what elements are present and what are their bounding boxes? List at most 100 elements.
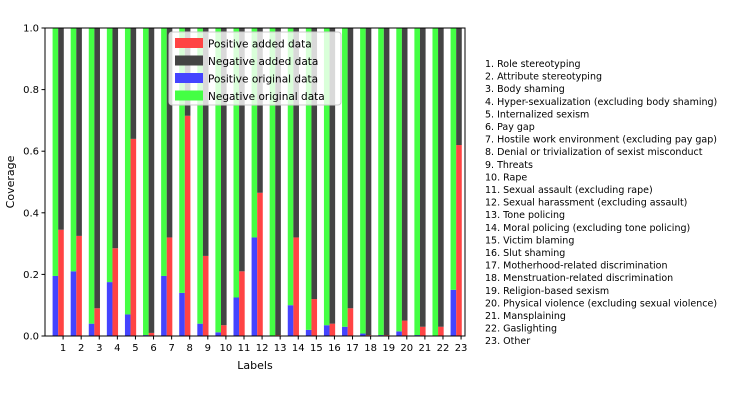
legend-entry: Negative added data — [208, 56, 318, 68]
x-tick-label: 17 — [346, 343, 359, 354]
bar-negative-added — [311, 28, 318, 300]
label-key-item: 4. Hyper-sexualization (excluding body s… — [485, 97, 717, 108]
bar-negative-original — [305, 28, 312, 330]
bar-negative-original — [323, 28, 330, 326]
bar-negative-original — [251, 28, 258, 238]
label-key-item: 7. Hostile work environment (excluding p… — [485, 135, 717, 146]
x-tick-label: 20 — [400, 343, 413, 354]
label-key-item: 21. Mansplaining — [485, 311, 566, 322]
y-tick-label: 0.8 — [23, 85, 39, 96]
bar-positive-original — [88, 323, 95, 336]
bar-positive-original — [215, 332, 221, 336]
bar-negative-added — [275, 28, 281, 336]
bar-negative-added — [329, 28, 336, 324]
bar-negative-original — [106, 28, 113, 283]
x-tick-label: 10 — [220, 343, 233, 354]
label-key-item: 13. Tone policing — [485, 210, 565, 221]
x-tick-label: 1 — [60, 343, 66, 354]
bar-positive-original — [305, 329, 312, 336]
label-key-item: 8. Denial or trivialization of sexist mi… — [485, 147, 703, 158]
bar-positive-original — [396, 331, 402, 336]
x-tick-label: 22 — [437, 343, 450, 354]
bar-positive-added — [221, 325, 227, 336]
bar-positive-added — [293, 237, 299, 336]
label-key-item: 1. Role stereotyping — [485, 59, 581, 70]
label-key-item: 18. Menstruation-related discrimination — [485, 273, 673, 284]
label-key-item: 23. Other — [485, 336, 530, 347]
bar-negative-original — [360, 28, 366, 334]
bar-positive-added — [112, 248, 119, 336]
x-axis-label: Labels — [237, 359, 273, 372]
bar-positive-added — [130, 138, 137, 336]
label-key-item: 15. Victim blaming — [485, 235, 574, 246]
bar-negative-added — [94, 28, 100, 309]
label-key-item: 3. Body shaming — [485, 84, 565, 95]
label-key-item: 2. Attribute stereotyping — [485, 72, 602, 83]
bar-positive-added — [239, 271, 245, 336]
label-key-list: 1. Role stereotyping 2. Attribute stereot… — [485, 59, 717, 347]
bar-negative-added — [419, 28, 426, 327]
bar-positive-added — [329, 323, 336, 336]
bar-positive-added — [456, 145, 462, 336]
bar-negative-added — [76, 28, 82, 236]
x-tick-label: 21 — [419, 343, 432, 354]
bar-positive-original — [342, 326, 348, 336]
label-key-item: 11. Sexual assault (excluding rape) — [485, 185, 653, 196]
x-axis: 1 2 3 4 5 6 7 8 9 10 11 12 13 14 15 16 17 18 19 20 21 22 23 — [60, 336, 467, 354]
x-tick-label: 14 — [292, 343, 305, 354]
bar-positive-original — [233, 297, 240, 336]
bar-negative-original — [143, 28, 149, 336]
x-tick-label: 13 — [274, 343, 287, 354]
y-tick-label: 0.4 — [23, 208, 39, 219]
bar-negative-added — [130, 28, 137, 139]
bar-negative-added — [166, 28, 173, 238]
x-tick-label: 11 — [238, 343, 251, 354]
bar-positive-original — [323, 325, 330, 336]
legend-entry: Positive added data — [208, 39, 312, 51]
bar-negative-original — [450, 28, 457, 290]
bar-negative-added — [257, 28, 263, 193]
label-key-item: 14. Moral policing (excluding tone polic… — [485, 223, 690, 234]
label-key-item: 5. Internalized sexism — [485, 109, 589, 120]
bar-positive-original — [251, 237, 258, 336]
bar-positive-added — [401, 320, 408, 336]
label-key-item: 6. Pay gap — [485, 122, 535, 133]
bar-positive-original — [70, 271, 77, 336]
plot-frame — [44, 27, 466, 337]
legend-swatch — [175, 55, 203, 66]
bar-negative-original — [197, 28, 203, 324]
y-tick-label: 0.6 — [23, 147, 39, 158]
y-tick-label: 1.0 — [23, 24, 39, 35]
bar-negative-original — [233, 28, 240, 298]
legend-entry: Positive original data — [208, 74, 318, 86]
bar-negative-original — [161, 28, 167, 276]
bar-positive-added — [58, 229, 64, 336]
bar-negative-original — [432, 28, 439, 336]
x-tick-label: 16 — [328, 343, 341, 354]
bar-negative-added — [202, 28, 209, 256]
label-key-item: 17. Motherhood-related discrimination — [485, 261, 668, 272]
bar-positive-original — [179, 292, 185, 336]
bar-positive-original — [197, 323, 203, 336]
bar-positive-added — [94, 308, 100, 336]
bar-negative-original — [287, 28, 294, 306]
x-tick-label: 15 — [310, 343, 323, 354]
bar-positive-original — [52, 275, 59, 336]
bar-positive-added — [148, 332, 155, 336]
bar-positive-added — [76, 235, 82, 336]
bar-negative-added — [239, 28, 245, 272]
bar-positive-original — [124, 314, 131, 336]
bar-positive-original — [287, 305, 294, 336]
bar-positive-original — [161, 275, 167, 336]
bar-positive-added — [184, 115, 191, 336]
bar-positive-original — [450, 289, 457, 336]
bar-negative-added — [401, 28, 408, 321]
bars-group — [52, 28, 462, 336]
label-key-item: 9. Threats — [485, 160, 533, 171]
label-key-item: 10. Rape — [485, 172, 527, 183]
bar-negative-original — [70, 28, 77, 272]
bar-negative-original — [179, 28, 185, 293]
bar-negative-added — [347, 28, 354, 309]
label-key-item: 20. Physical violence (excluding sexual … — [485, 298, 717, 309]
